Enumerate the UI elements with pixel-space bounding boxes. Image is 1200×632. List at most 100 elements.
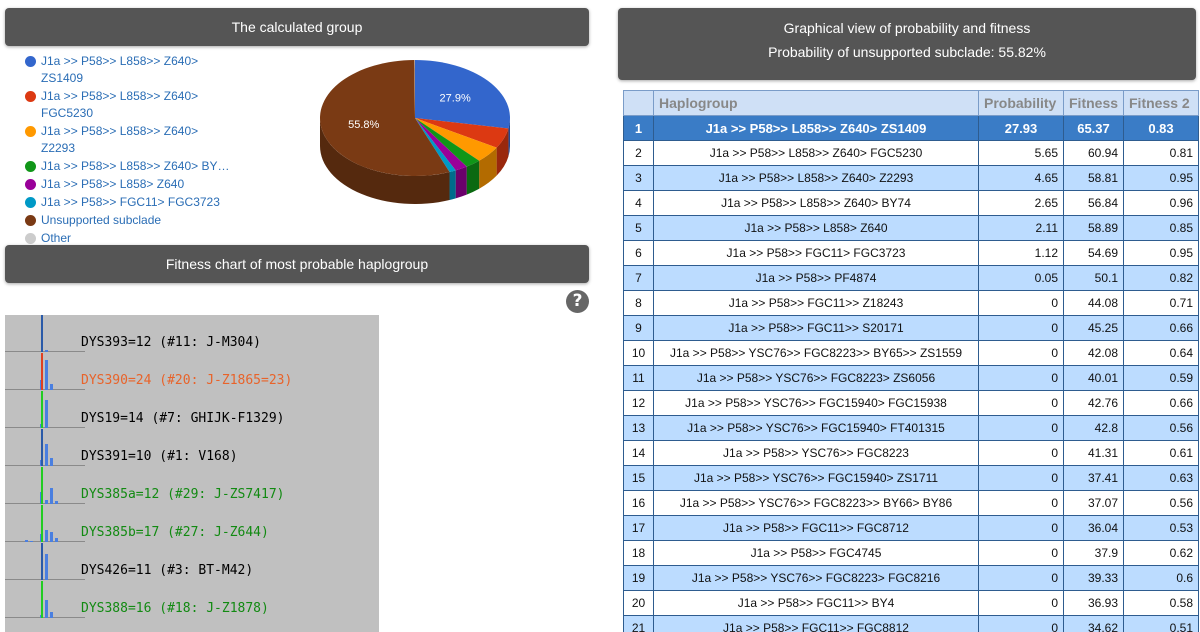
haplogroup-table-container[interactable]: Haplogroup Probability Fitness Fitness 2…: [623, 90, 1200, 632]
fitness-bar: [50, 532, 53, 542]
row-fitness: 45.25: [1063, 315, 1124, 341]
pie-slice[interactable]: [415, 118, 480, 167]
legend-item[interactable]: Other: [25, 230, 251, 247]
pie-slice-side: [466, 160, 480, 195]
table-row[interactable]: 12 J1a >> P58>> YSC76>> FGC15940> FGC1593…: [623, 390, 1199, 416]
row-haplogroup: J1a >> P58>> L858>> Z640> BY74: [653, 190, 979, 216]
row-haplogroup: J1a >> P58>> YSC76>> FGC8223: [653, 440, 979, 466]
row-probability: 0: [978, 515, 1064, 541]
table-row[interactable]: 20 J1a >> P58>> FGC11>> BY4 0 36.93 0.58: [623, 590, 1199, 616]
row-index: 16: [623, 490, 654, 516]
row-index: 12: [623, 390, 654, 416]
pie-slice[interactable]: [320, 60, 450, 176]
row-probability: 0: [978, 340, 1064, 366]
row-haplogroup: J1a >> P58>> YSC76>> FGC15940> FGC15938: [653, 390, 979, 416]
row-fitness: 36.93: [1063, 590, 1124, 616]
fitness-row-label: DYS388=16 (#18: J-Z1878): [81, 601, 269, 616]
col-index-header[interactable]: [623, 90, 654, 116]
pie-slice[interactable]: [415, 118, 467, 171]
table-row[interactable]: 4 J1a >> P58>> L858>> Z640> BY74 2.65 56.84…: [623, 190, 1199, 216]
fitness-row: DYS393=12 (#11: J-M304): [5, 315, 379, 353]
table-row[interactable]: 7 J1a >> P58>> PF4874 0.05 50.1 0.82: [623, 265, 1199, 291]
legend-item[interactable]: Unsupported subclade: [25, 212, 251, 229]
table-row[interactable]: 16 J1a >> P58>> YSC76>> FGC8223>> BY66> B…: [623, 490, 1199, 516]
table-row[interactable]: 18 J1a >> P58>> FGC4745 0 37.9 0.62: [623, 540, 1199, 566]
row-probability: 0: [978, 465, 1064, 491]
row-probability: 0: [978, 365, 1064, 391]
row-fitness: 39.33: [1063, 565, 1124, 591]
col-fitness2-header[interactable]: Fitness 2: [1123, 90, 1199, 116]
pie-data-label: 55.8%: [348, 119, 379, 131]
fitness-row: DYS385b=17 (#27: J-Z644): [5, 505, 379, 543]
row-fitness: 41.31: [1063, 440, 1124, 466]
legend-item[interactable]: J1a >> P58>> L858>> Z640> ZS1409: [25, 53, 211, 87]
legend-item[interactable]: J1a >> P58>> L858>> Z640> BY…: [25, 158, 251, 175]
row-index: 4: [623, 190, 654, 216]
question-icon[interactable]: ?: [566, 290, 589, 313]
row-haplogroup: J1a >> P58>> PF4874: [653, 265, 979, 291]
table-row[interactable]: 19 J1a >> P58>> YSC76>> FGC8223> FGC8216 0…: [623, 565, 1199, 591]
fitness-bar: [45, 554, 48, 580]
row-index: 13: [623, 415, 654, 441]
legend-item[interactable]: J1a >> P58>> L858>> Z640> FGC5230: [25, 88, 211, 122]
legend-item[interactable]: J1a >> P58>> FGC11> FGC3723: [25, 194, 251, 211]
calculated-group-title: The calculated group: [231, 19, 363, 35]
legend-item[interactable]: J1a >> P58>> L858> Z640: [25, 176, 251, 193]
legend-label: J1a >> P58>> L858>> Z640> BY…: [41, 159, 230, 173]
row-fitness: 40.01: [1063, 365, 1124, 391]
row-index: 2: [623, 140, 654, 166]
table-row[interactable]: 1 J1a >> P58>> L858>> Z640> ZS1409 27.93 65…: [623, 115, 1199, 141]
fitness-row-label: DYS426=11 (#3: BT-M42): [81, 563, 254, 578]
row-index: 15: [623, 465, 654, 491]
fitness-marker-line: [41, 391, 43, 428]
pie-slice[interactable]: [415, 118, 456, 173]
col-fitness-header[interactable]: Fitness: [1063, 90, 1124, 116]
row-probability: 0.05: [978, 265, 1064, 291]
table-row[interactable]: 5 J1a >> P58>> L858> Z640 2.11 58.89 0.85: [623, 215, 1199, 241]
col-probability-header[interactable]: Probability: [978, 90, 1064, 116]
legend-label: Unsupported subclade: [41, 213, 162, 227]
table-row[interactable]: 15 J1a >> P58>> YSC76>> FGC15940> ZS1711 0…: [623, 465, 1199, 491]
row-probability: 0: [978, 565, 1064, 591]
row-haplogroup: J1a >> P58>> FGC11>> FGC8712: [653, 515, 979, 541]
row-fitness: 54.69: [1063, 240, 1124, 266]
fitness-marker-line: [41, 543, 43, 580]
table-row[interactable]: 17 J1a >> P58>> FGC11>> FGC8712 0 36.04 0.53: [623, 515, 1199, 541]
row-index: 10: [623, 340, 654, 366]
table-row[interactable]: 2 J1a >> P58>> L858>> Z640> FGC5230 5.65 60…: [623, 140, 1199, 166]
row-fitness2: 0.61: [1123, 440, 1199, 466]
legend-label: Other: [41, 231, 72, 245]
row-probability: 5.65: [978, 140, 1064, 166]
pie-slice[interactable]: [415, 118, 497, 161]
fitness-bar: [45, 360, 48, 390]
table-row[interactable]: 9 J1a >> P58>> FGC11>> S20171 0 45.25 0.66: [623, 315, 1199, 341]
row-index: 1: [623, 115, 654, 141]
table-row[interactable]: 11 J1a >> P58>> YSC76>> FGC8223> ZS6056 0 4…: [623, 365, 1199, 391]
row-probability: 0: [978, 590, 1064, 616]
row-haplogroup: J1a >> P58>> FGC11> FGC3723: [653, 240, 979, 266]
col-haplogroup-header[interactable]: Haplogroup: [653, 90, 979, 116]
row-probability: 0: [978, 490, 1064, 516]
row-fitness2: 0.71: [1123, 290, 1199, 316]
fitness-bar: [50, 488, 53, 504]
table-row[interactable]: 21 J1a >> P58>> FGC11>> FGC8812 0 34.62 0.51: [623, 615, 1199, 632]
table-row[interactable]: 13 J1a >> P58>> YSC76>> FGC15940> FT40131…: [623, 415, 1199, 441]
fitness-row: DYS19=14 (#7: GHIJK-F1329): [5, 391, 379, 429]
table-row[interactable]: 14 J1a >> P58>> YSC76>> FGC8223 0 41.31 0.61: [623, 440, 1199, 466]
table-row[interactable]: 6 J1a >> P58>> FGC11> FGC3723 1.12 54.69 0.9…: [623, 240, 1199, 266]
pie-slice[interactable]: [415, 60, 510, 129]
fitness-bar: [45, 350, 48, 352]
row-index: 8: [623, 290, 654, 316]
table-row[interactable]: 10 J1a >> P58>> YSC76>> FGC8223>> BY65>> …: [623, 340, 1199, 366]
fitness-marker-line: [41, 315, 43, 352]
row-haplogroup: J1a >> P58>> YSC76>> FGC8223>> BY65>> ZS…: [653, 340, 979, 366]
row-fitness2: 0.81: [1123, 140, 1199, 166]
pie-slice[interactable]: [415, 118, 509, 148]
fitness-bar: [25, 540, 28, 542]
table-row[interactable]: 3 J1a >> P58>> L858>> Z640> Z2293 4.65 58.8…: [623, 165, 1199, 191]
pie-slice-side: [320, 118, 450, 204]
legend-item[interactable]: J1a >> P58>> L858>> Z640> Z2293: [25, 123, 211, 157]
row-index: 21: [623, 615, 654, 632]
table-row[interactable]: 8 J1a >> P58>> FGC11>> Z18243 0 44.08 0.71: [623, 290, 1199, 316]
row-haplogroup: J1a >> P58>> YSC76>> FGC15940> FT401315: [653, 415, 979, 441]
